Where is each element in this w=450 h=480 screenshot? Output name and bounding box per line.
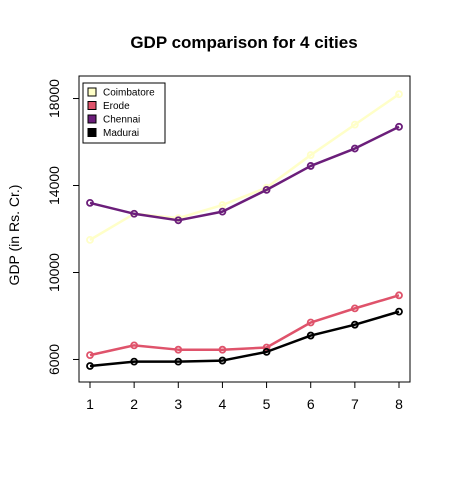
series-line-chennai <box>89 125 400 222</box>
series-line-erode <box>89 294 400 357</box>
x-tick-label: 2 <box>130 396 138 412</box>
x-tick-label: 7 <box>351 396 359 412</box>
data-point-erode <box>86 351 94 360</box>
data-point-erode <box>218 345 227 354</box>
legend-label-chennai: Chennai <box>103 115 140 126</box>
x-tick-label: 1 <box>86 396 94 412</box>
legend-swatch-madurai <box>87 128 97 137</box>
data-point-madurai <box>350 320 359 329</box>
data-point-madurai <box>306 331 315 340</box>
data-point-chennai <box>395 122 403 131</box>
legend-swatch-erode <box>87 101 97 110</box>
data-point-erode <box>350 304 359 313</box>
x-tick-label: 5 <box>263 396 271 412</box>
series-line-madurai <box>89 310 400 368</box>
data-point-chennai <box>262 185 271 194</box>
y-axis-label: GDP (in Rs. Cr.) <box>6 185 22 286</box>
data-point-madurai <box>130 357 139 366</box>
data-point-chennai <box>130 209 139 218</box>
data-point-erode <box>306 318 315 327</box>
data-point-coimbatore <box>306 151 315 159</box>
data-point-madurai <box>174 357 183 366</box>
data-point-chennai <box>86 199 94 207</box>
legend: Coimbatore Erode Chennai Madurai <box>82 82 166 144</box>
series-erode <box>86 291 403 360</box>
x-tick-label: 3 <box>174 396 182 412</box>
data-point-chennai <box>350 144 359 153</box>
data-point-madurai <box>262 347 271 356</box>
data-point-chennai <box>174 216 183 225</box>
series-layer <box>86 90 403 370</box>
y-tick-label: 18000 <box>46 79 62 118</box>
legend-swatch-chennai <box>87 114 97 124</box>
data-point-coimbatore <box>86 235 94 244</box>
data-point-erode <box>174 345 183 354</box>
y-tick-label: 6000 <box>46 344 62 375</box>
chart-title: GDP comparison for 4 cities <box>130 33 357 52</box>
legend-label-erode: Erode <box>103 101 130 112</box>
data-point-chennai <box>306 162 315 170</box>
x-tick-label: 4 <box>219 396 227 412</box>
data-point-coimbatore <box>350 120 359 129</box>
axes: 1 2 3 4 5 6 7 8 6000 10000 14000 18000 <box>46 79 403 412</box>
legend-swatch-coimbatore <box>87 87 97 97</box>
y-tick-label: 14000 <box>46 166 62 205</box>
x-tick-label: 8 <box>395 396 403 412</box>
data-point-madurai <box>218 356 227 365</box>
series-madurai <box>86 307 403 370</box>
data-point-madurai <box>395 307 403 316</box>
data-point-coimbatore <box>395 90 403 99</box>
series-chennai <box>86 122 403 225</box>
data-point-chennai <box>218 207 227 216</box>
legend-box <box>82 82 166 144</box>
y-tick-label: 10000 <box>46 253 62 292</box>
data-point-madurai <box>86 362 94 370</box>
data-point-erode <box>262 343 271 352</box>
data-point-erode <box>395 291 403 300</box>
legend-label-coimbatore: Coimbatore <box>103 88 155 99</box>
legend-label-madurai: Madurai <box>103 128 139 139</box>
plot-area-border <box>78 75 411 383</box>
x-tick-label: 6 <box>307 396 315 412</box>
data-point-erode <box>130 341 139 350</box>
